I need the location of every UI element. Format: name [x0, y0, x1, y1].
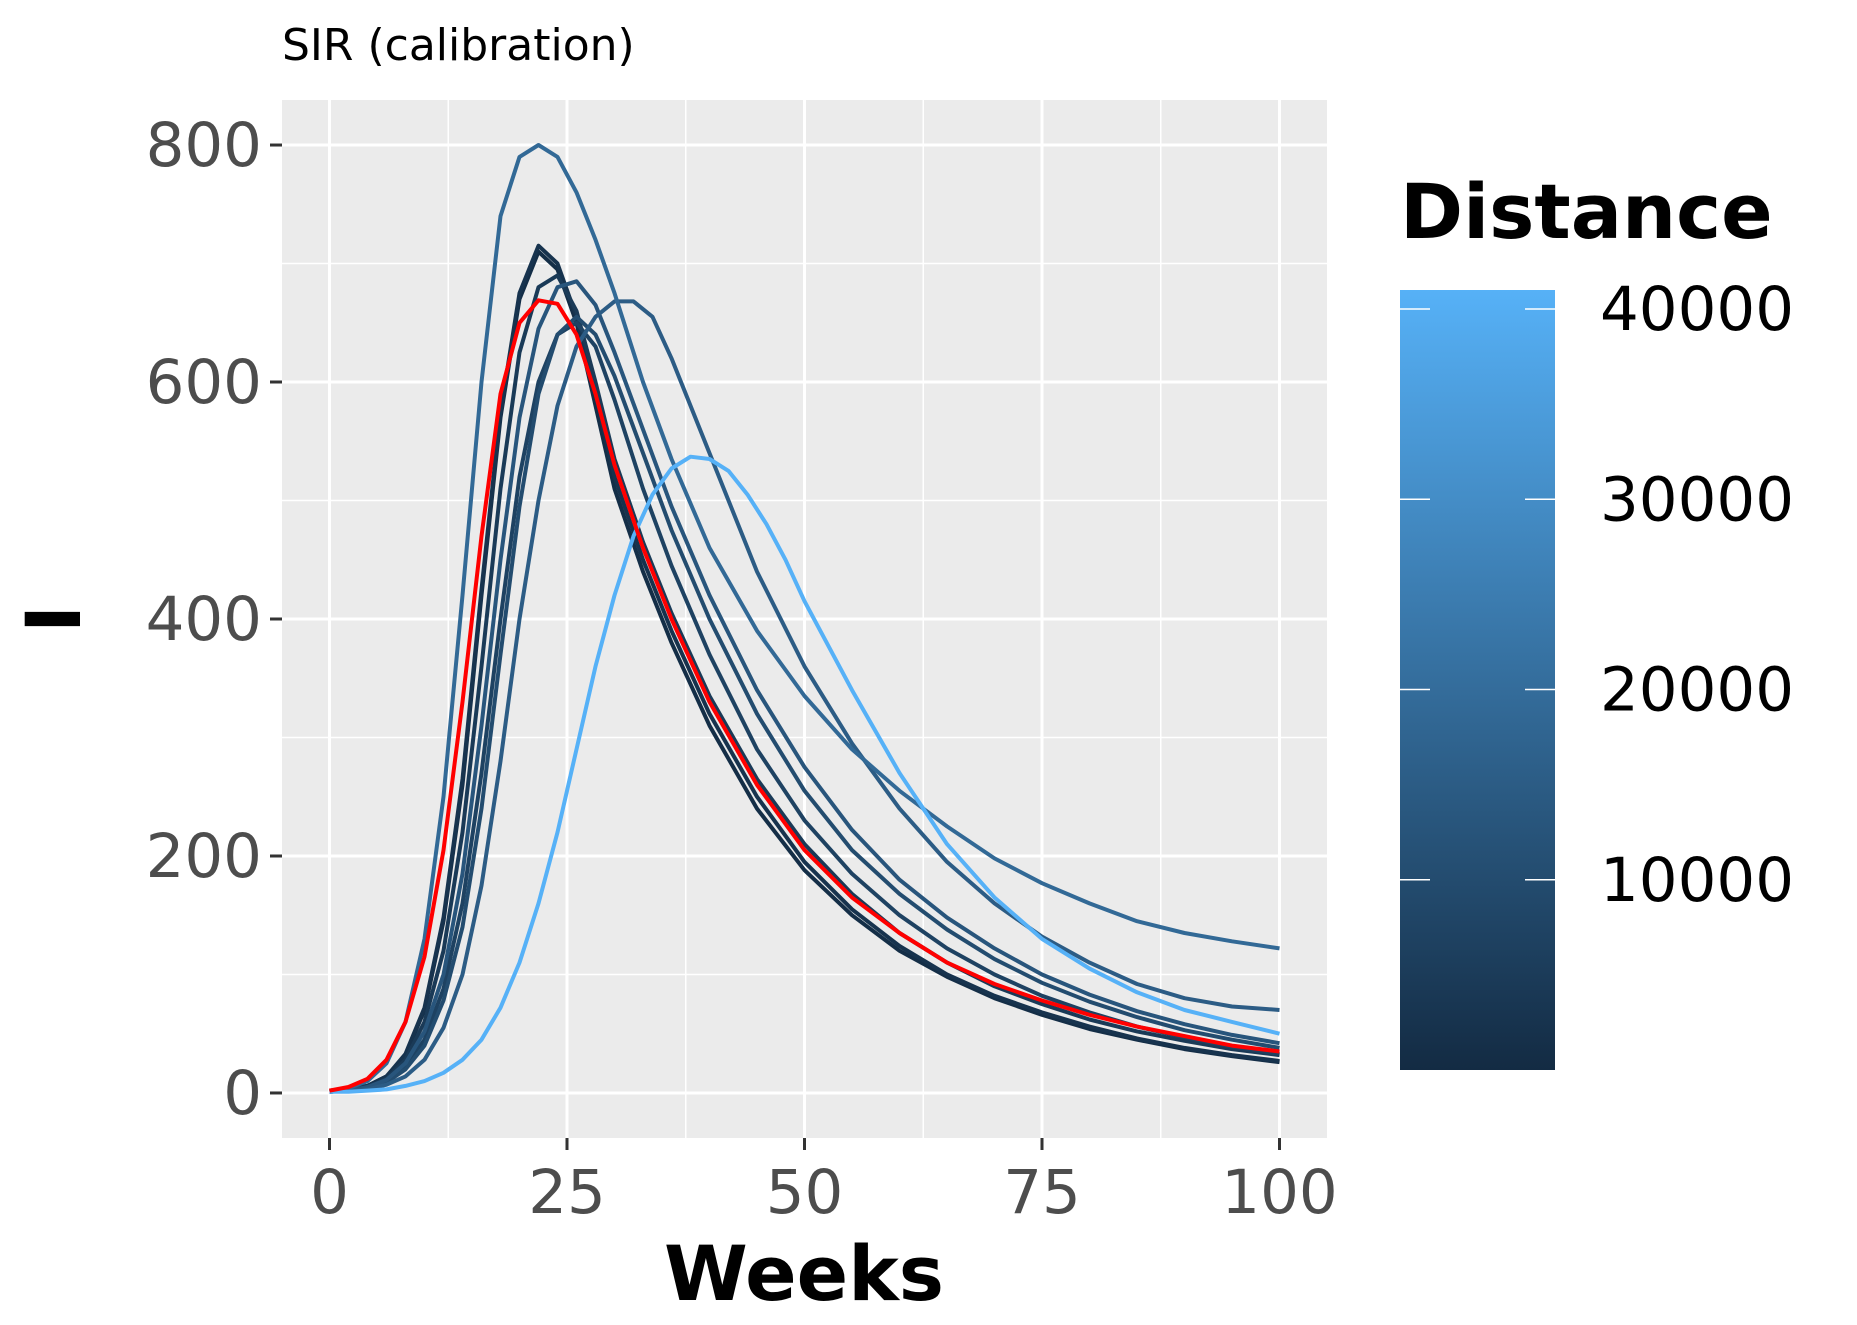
series-line [329, 320, 1280, 1094]
colorbar [1400, 290, 1555, 1070]
series-line [329, 454, 1280, 1094]
series-line [329, 314, 1280, 1094]
series-lines [329, 143, 1280, 1094]
x-axis-title: Weeks [664, 1229, 944, 1318]
x-tick-label: 25 [528, 1157, 606, 1228]
x-axis: 0 25 50 75 100 [310, 1138, 1338, 1228]
colorbar-tick-label: 20000 [1600, 655, 1794, 726]
x-tick-label: 50 [766, 1157, 844, 1228]
y-axis-title: I [9, 605, 98, 633]
x-tick-label: 100 [1221, 1157, 1337, 1228]
series-line [329, 243, 1280, 1093]
x-tick-label: 75 [1003, 1157, 1081, 1228]
y-axis: 0 200 400 600 800 [146, 110, 282, 1129]
y-tick-label: 600 [146, 347, 262, 418]
chart-title: SIR (calibration) [282, 20, 635, 71]
colorbar-tick-label: 40000 [1600, 274, 1794, 345]
series-line [329, 298, 1280, 1093]
y-tick-label: 200 [146, 821, 262, 892]
legend-title: Distance [1400, 167, 1773, 256]
series-line [329, 279, 1280, 1094]
gridlines [282, 100, 1327, 1138]
colorbar-tick-label: 30000 [1600, 464, 1794, 535]
y-tick-label: 0 [223, 1058, 262, 1129]
x-tick-label: 0 [310, 1157, 349, 1228]
y-tick-label: 800 [146, 110, 262, 181]
series-line [329, 143, 1280, 1093]
colorbar-tick-label: 10000 [1600, 845, 1794, 916]
colorbar-ticks: 10000 20000 30000 40000 [1400, 274, 1794, 916]
y-tick-label: 400 [146, 584, 262, 655]
